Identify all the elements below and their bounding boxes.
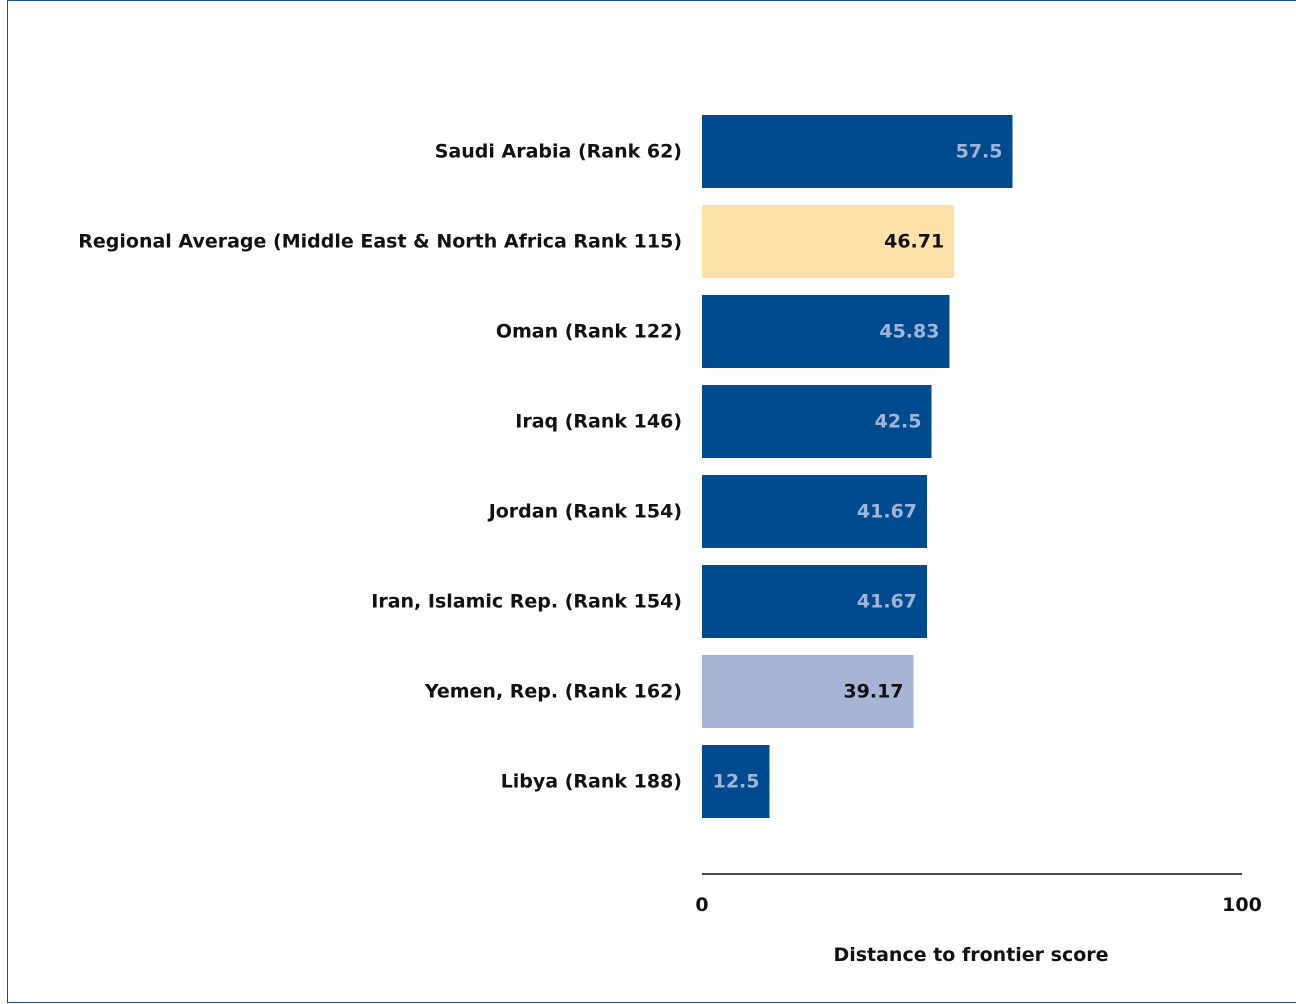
category-label: Jordan (Rank 154) xyxy=(487,501,682,523)
category-label: Oman (Rank 122) xyxy=(496,321,682,343)
bar xyxy=(702,655,914,728)
bar xyxy=(702,745,770,818)
category-label: Iran, Islamic Rep. (Rank 154) xyxy=(371,591,682,613)
category-label: Saudi Arabia (Rank 62) xyxy=(435,141,682,163)
bar-value-label: 39.17 xyxy=(843,681,903,703)
bar xyxy=(702,295,950,368)
bar xyxy=(702,565,928,638)
bar-value-label: 41.67 xyxy=(857,591,917,613)
category-labels-group: Saudi Arabia (Rank 62) Regional Average (… xyxy=(78,141,682,793)
bar-value-label: 57.5 xyxy=(956,141,1003,163)
value-labels-group: 57.5 46.71 45.83 42.5 41.67 41.67 39.17 12.5 xyxy=(713,141,1003,793)
bars-group xyxy=(702,115,1013,818)
bar xyxy=(702,475,928,548)
bar xyxy=(702,205,955,278)
chart-frame xyxy=(7,0,1296,1003)
bar xyxy=(702,115,1013,188)
bar-value-label: 42.5 xyxy=(875,411,922,433)
category-label: Yemen, Rep. (Rank 162) xyxy=(424,681,682,703)
category-label: Libya (Rank 188) xyxy=(501,771,682,793)
category-label: Regional Average (Middle East & North Af… xyxy=(78,231,682,253)
bar xyxy=(702,385,932,458)
x-axis-title: Distance to frontier score xyxy=(833,944,1108,966)
category-label: Iraq (Rank 146) xyxy=(515,411,682,433)
bar-value-label: 45.83 xyxy=(879,321,939,343)
bar-value-label: 46.71 xyxy=(884,231,944,253)
x-tick-label-min: 0 xyxy=(695,894,708,916)
x-tick-label-max: 100 xyxy=(1222,894,1262,916)
bar-value-label: 12.5 xyxy=(713,771,760,793)
bar-value-label: 41.67 xyxy=(857,501,917,523)
